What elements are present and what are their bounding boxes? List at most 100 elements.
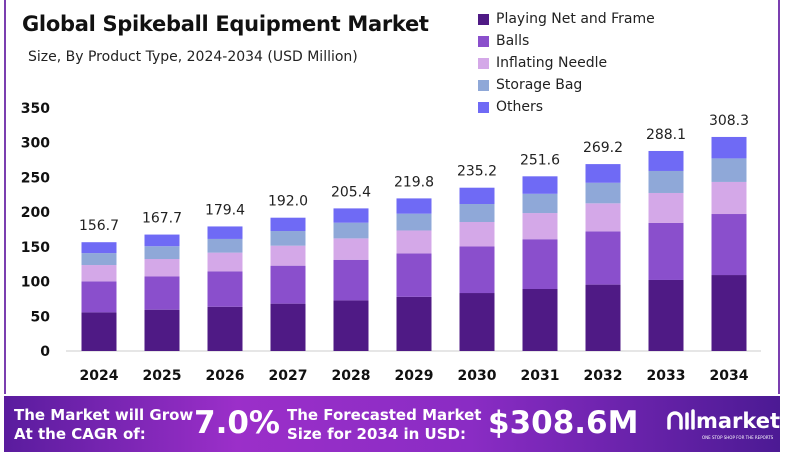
bar-segment-inflating-needle bbox=[585, 203, 621, 232]
bar-segment-inflating-needle bbox=[81, 265, 117, 282]
bar-segment-inflating-needle bbox=[522, 213, 558, 240]
bar-segment-balls bbox=[270, 265, 306, 304]
legend: Playing Net and Frame Balls Inflating Need… bbox=[478, 8, 655, 118]
bar-segment-inflating-needle bbox=[459, 222, 495, 247]
legend-label: Others bbox=[496, 99, 544, 115]
stacked-bar-chart: 0 50 100 150 200 250 300 350 156.7 2024 167.7 2025 1… bbox=[21, 101, 761, 384]
bar-segment-balls bbox=[144, 276, 180, 310]
legend-item: Inflating Needle bbox=[478, 52, 655, 74]
x-tick-label: 2033 bbox=[647, 368, 686, 384]
x-tick-label: 2028 bbox=[332, 368, 371, 384]
bar-segment-balls bbox=[585, 231, 621, 285]
bar-segment-playing-net-and-frame bbox=[81, 312, 117, 351]
legend-label: Playing Net and Frame bbox=[496, 11, 655, 27]
legend-item: Playing Net and Frame bbox=[478, 8, 655, 30]
bar-segment-others bbox=[144, 234, 180, 247]
bar-segment-playing-net-and-frame bbox=[585, 284, 621, 351]
legend-item: Storage Bag bbox=[478, 74, 655, 96]
bar-segment-playing-net-and-frame bbox=[144, 309, 180, 351]
bar-segment-inflating-needle bbox=[333, 238, 369, 260]
bar-segment-inflating-needle bbox=[207, 252, 243, 272]
bar-segment-others bbox=[585, 164, 621, 183]
legend-item: Others bbox=[478, 96, 655, 118]
bar-segment-balls bbox=[333, 259, 369, 301]
bar-segment-inflating-needle bbox=[711, 181, 747, 215]
total-data-label: 192.0 bbox=[268, 194, 308, 210]
chart-subtitle: Size, By Product Type, 2024-2034 (USD Mi… bbox=[28, 49, 358, 65]
legend-item: Balls bbox=[478, 30, 655, 52]
legend-swatch bbox=[478, 35, 489, 47]
total-data-label: 179.4 bbox=[205, 202, 245, 218]
total-data-label: 308.3 bbox=[709, 113, 749, 129]
total-data-label: 167.7 bbox=[142, 211, 182, 227]
bar-segment-others bbox=[711, 136, 747, 159]
total-data-label: 219.8 bbox=[394, 174, 434, 190]
bar-segment-storage-bag bbox=[522, 193, 558, 214]
forecast-label: The Forecasted Market Size for 2034 in U… bbox=[287, 406, 481, 444]
bar-segment-playing-net-and-frame bbox=[459, 293, 495, 351]
summary-banner: The Market will Grow At the CAGR of: 7.0… bbox=[4, 396, 785, 452]
total-data-label: 288.1 bbox=[646, 127, 686, 143]
bar-segment-storage-bag bbox=[207, 238, 243, 253]
y-tick-label: 350 bbox=[21, 101, 50, 117]
bar-segment-storage-bag bbox=[648, 170, 684, 193]
chart-frame bbox=[4, 0, 780, 394]
bar-segment-others bbox=[81, 242, 117, 254]
bar-segment-playing-net-and-frame bbox=[522, 289, 558, 351]
market-us-logo: market.us ONE STOP SHOP FOR THE REPORTS bbox=[666, 408, 785, 440]
y-tick-label: 300 bbox=[21, 136, 50, 152]
bar-segment-others bbox=[333, 208, 369, 223]
bar-segment-others bbox=[459, 187, 495, 205]
x-tick-label: 2031 bbox=[521, 368, 560, 384]
bar-segment-storage-bag bbox=[711, 158, 747, 182]
bar-segment-storage-bag bbox=[585, 182, 621, 204]
x-tick-label: 2027 bbox=[269, 368, 308, 384]
bar-segment-inflating-needle bbox=[144, 259, 180, 277]
logo-icon bbox=[667, 409, 695, 430]
bar-segment-storage-bag bbox=[81, 253, 117, 266]
bar-segment-others bbox=[648, 150, 684, 171]
y-tick-label: 0 bbox=[40, 344, 50, 360]
total-data-label: 205.4 bbox=[331, 184, 371, 200]
legend-swatch bbox=[478, 13, 489, 25]
bar-segment-inflating-needle bbox=[648, 192, 684, 223]
y-tick-label: 200 bbox=[21, 205, 50, 221]
bar-segment-others bbox=[396, 198, 432, 214]
x-tick-label: 2030 bbox=[458, 368, 497, 384]
bar-segment-storage-bag bbox=[459, 204, 495, 223]
logo-tagline: ONE STOP SHOP FOR THE REPORTS bbox=[702, 435, 774, 440]
bar-segment-balls bbox=[207, 271, 243, 307]
bar-segment-storage-bag bbox=[396, 213, 432, 231]
bar-segment-balls bbox=[648, 222, 684, 280]
bar-segment-storage-bag bbox=[144, 246, 180, 260]
logo-text: market.us bbox=[696, 409, 785, 433]
x-tick-label: 2029 bbox=[395, 368, 434, 384]
legend-swatch bbox=[478, 57, 489, 69]
total-data-label: 156.7 bbox=[79, 218, 119, 234]
bar-segment-playing-net-and-frame bbox=[333, 300, 369, 351]
total-data-label: 269.2 bbox=[583, 140, 623, 156]
x-tick-label: 2024 bbox=[80, 368, 119, 384]
total-data-label: 235.2 bbox=[457, 164, 497, 180]
y-tick-label: 50 bbox=[31, 309, 51, 325]
bar-segment-balls bbox=[396, 253, 432, 297]
forecast-label-line1: The Forecasted Market bbox=[287, 406, 482, 424]
bar-segment-balls bbox=[459, 246, 495, 294]
cagr-label-line2: At the CAGR of: bbox=[14, 425, 146, 443]
cagr-label-line1: The Market will Grow bbox=[14, 406, 194, 424]
x-tick-label: 2032 bbox=[584, 368, 623, 384]
legend-swatch bbox=[478, 101, 489, 113]
bar-segment-playing-net-and-frame bbox=[207, 306, 243, 351]
y-tick-label: 150 bbox=[21, 240, 50, 256]
x-tick-label: 2025 bbox=[143, 368, 182, 384]
bar-segment-playing-net-and-frame bbox=[270, 303, 306, 351]
bar-segment-storage-bag bbox=[270, 231, 306, 246]
chart-title: Global Spikeball Equipment Market bbox=[22, 12, 429, 36]
bar-segment-inflating-needle bbox=[396, 230, 432, 254]
bar-segment-balls bbox=[522, 239, 558, 290]
cagr-value: 7.0% bbox=[194, 405, 280, 441]
bar-segment-balls bbox=[81, 281, 117, 313]
cagr-label: The Market will Grow At the CAGR of: bbox=[14, 406, 193, 444]
legend-label: Storage Bag bbox=[496, 77, 583, 93]
y-tick-label: 250 bbox=[21, 170, 50, 186]
